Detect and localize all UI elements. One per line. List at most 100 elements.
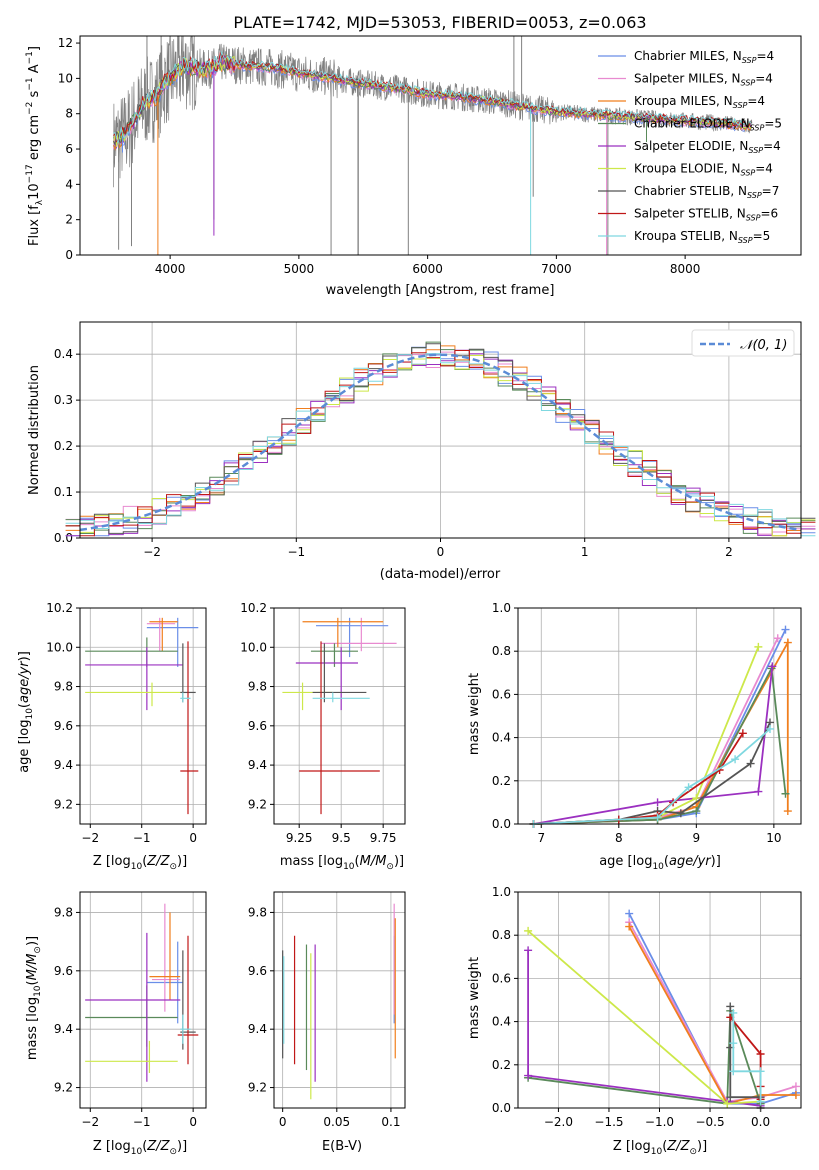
residual-xlabel: (data-model)/error [380, 567, 501, 582]
y-tick-label: 0.4 [492, 731, 511, 745]
weight-marker-salpeter-elodie [768, 662, 777, 671]
y-tick-label: 0.8 [492, 644, 511, 658]
x-tick-label: −2 [143, 545, 161, 559]
weight-marker-kroupa-stelib [731, 755, 740, 764]
x-tick-label: 0.1 [381, 1115, 400, 1129]
weight-marker-kroupa-miles [783, 807, 792, 816]
x-tick-label: 0 [189, 1115, 197, 1129]
x-tick-label: −1.5 [594, 1115, 623, 1129]
weight-marker-kroupa-miles [783, 638, 792, 647]
mass-weight-vs-Z-ylabel: mass weight [467, 957, 482, 1039]
weight-marker-chabrier-stelib [746, 759, 755, 768]
weight-marker-salpeter-elodie [653, 798, 662, 807]
weight-marker-chabrier-elodie [781, 789, 790, 798]
x-tick-label: 1 [581, 545, 589, 559]
y-tick-label: 0.4 [54, 347, 73, 361]
weight-marker-kroupa-elodie [524, 926, 533, 935]
legend-label: Chabrier MILES, NSSP=4 [634, 49, 774, 65]
spectrum-panel: 4000 5000 6000 7000 8000 0 2 4 6 8 10 12 Chabrier M… [25, 35, 802, 298]
y-tick-label: 12 [58, 36, 73, 50]
x-tick-label: 7 [537, 831, 545, 845]
x-tick-label: −1 [133, 1115, 151, 1129]
model-line-kroupa-stelib [113, 50, 752, 146]
normal-curve [79, 353, 802, 532]
mass-vs-Z-ylabel: mass [log10(M/M⊙)] [25, 936, 43, 1060]
x-tick-label: 8000 [670, 262, 701, 276]
weight-marker-chabrier-elodie [692, 807, 701, 816]
y-tick-label: 9.6 [248, 964, 267, 978]
legend-label: Salpeter MILES, NSSP=4 [634, 72, 773, 88]
y-tick-label: 0 [65, 248, 73, 262]
x-tick-label: 9.5 [332, 831, 351, 845]
y-tick-label: 9.4 [248, 1022, 267, 1036]
x-tick-label: 2 [725, 545, 733, 559]
legend-label: Salpeter ELODIE, NSSP=4 [634, 139, 781, 155]
mass-weight-vs-age-ylabel: mass weight [467, 673, 482, 755]
axes-frame [79, 891, 207, 1109]
axes-frame [79, 607, 207, 825]
spectrum-xlabel: wavelength [Angstrom, rest frame] [326, 283, 555, 298]
axes-frame [273, 891, 406, 1109]
y-tick-label: 0.4 [492, 1015, 511, 1029]
weight-marker-salpeter-miles [791, 1082, 800, 1091]
y-tick-label: 9.4 [248, 758, 267, 772]
weight-marker-kroupa-stelib [756, 1067, 765, 1076]
normal-legend-label: 𝒩(0, 1) [740, 338, 787, 353]
weight-marker-salpeter-stelib [756, 1050, 765, 1058]
y-tick-label: 0.6 [492, 687, 511, 701]
x-tick-label: 0.05 [323, 1115, 350, 1129]
weight-marker-kroupa-stelib [653, 813, 662, 822]
weight-marker-kroupa-elodie [754, 642, 763, 651]
y-tick-label: 9.2 [248, 797, 267, 811]
x-tick-label: −2.0 [544, 1115, 573, 1129]
spectrum-ylabel: Flux [fλ10−17 erg cm−2 s−1 A−1] [25, 46, 45, 246]
legend-label: Kroupa ELODIE, NSSP=4 [634, 162, 773, 178]
y-tick-label: 0.0 [492, 817, 511, 831]
x-tick-label: 6000 [412, 262, 443, 276]
weight-marker-kroupa-stelib [729, 1039, 738, 1048]
x-tick-label: 0 [279, 1115, 287, 1129]
age-vs-mass-panel: 9.25 9.5 9.75 9.2 9.4 9.6 9.8 10.0 10.2 [240, 601, 406, 845]
legend-label: Kroupa MILES, NSSP=4 [634, 94, 765, 110]
x-tick-label: 8 [615, 831, 623, 845]
spectrum-legend: Chabrier MILES, NSSP=4 Salpeter MILES, NS… [598, 49, 782, 245]
weight-marker-salpeter-elodie [754, 787, 763, 796]
residual-panel: −2 −1 0 1 2 0.0 0.1 0.2 0.3 0.4 𝒩(0, 1) (data-mod… [27, 321, 816, 582]
y-tick-label: 0.2 [492, 774, 511, 788]
weight-marker-kroupa-miles [625, 922, 634, 931]
y-tick-label: 10.2 [46, 601, 73, 615]
y-tick-label: 1.0 [492, 601, 511, 615]
x-tick-label: 9 [693, 831, 701, 845]
x-tick-label: −0.5 [695, 1115, 724, 1129]
weight-line-kroupa-elodie [533, 646, 760, 825]
y-tick-label: 9.2 [248, 1081, 267, 1095]
y-tick-label: 10.0 [46, 640, 73, 654]
mass-weight-vs-age-panel: 7 8 9 10 0.0 0.2 0.4 0.6 0.8 1.0 [492, 601, 802, 845]
weight-marker-chabrier-miles [625, 909, 634, 918]
y-tick-label: 0.0 [54, 531, 73, 545]
axes-frame [273, 607, 406, 825]
y-tick-label: 9.4 [54, 1022, 73, 1036]
y-tick-label: 0.2 [492, 1058, 511, 1072]
weight-line-chabrier-elodie [527, 1010, 762, 1105]
weight-line-kroupa-elodie [527, 930, 761, 1105]
mass-vs-EBV-panel: 0 0.05 0.1 9.2 9.4 9.6 9.8 [248, 891, 406, 1129]
weight-line-salpeter-elodie [527, 950, 761, 1107]
figure-title: PLATE=1742, MJD=53053, FIBERID=0053, z=0… [233, 13, 646, 32]
weight-line-salpeter-elodie [533, 666, 774, 825]
age-vs-Z-ylabel: age [log10(age/yr)] [17, 651, 35, 773]
y-tick-label: 10 [58, 71, 73, 85]
y-tick-label: 0.6 [492, 971, 511, 985]
weight-line-chabrier-miles [533, 629, 787, 825]
spectrum-model-lines [113, 50, 753, 255]
y-tick-label: 1.0 [492, 885, 511, 899]
y-tick-label: 2 [65, 213, 73, 227]
x-tick-label: 0 [437, 545, 445, 559]
weight-marker-chabrier-stelib [676, 809, 685, 818]
age-vs-mass-xlabel: mass [log10(M/M⊙)] [280, 854, 404, 872]
mass-weight-vs-Z-xlabel: Z [log10(Z/Z⊙)] [613, 1139, 707, 1157]
weight-marker-chabrier-miles [781, 625, 790, 634]
x-tick-label: −2 [81, 1115, 99, 1129]
weight-marker-kroupa-elodie [692, 794, 701, 803]
weight-marker-salpeter-miles [773, 634, 782, 643]
